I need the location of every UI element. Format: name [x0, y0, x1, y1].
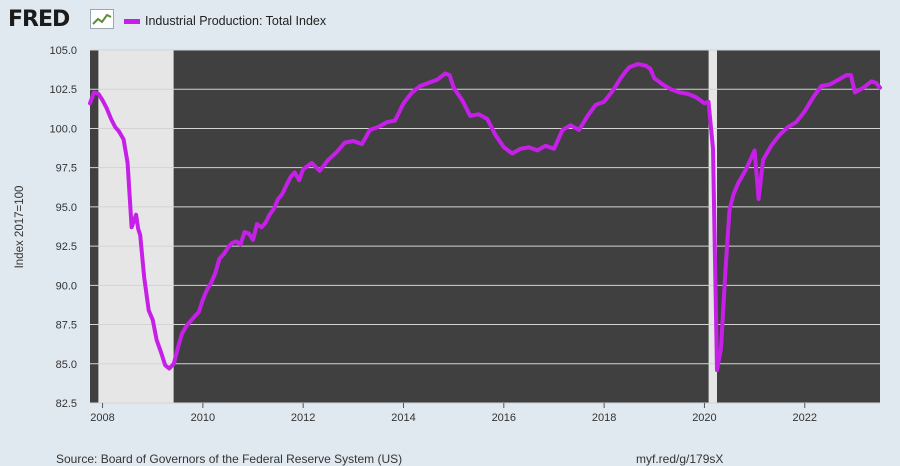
x-tick-label: 2022 [793, 412, 817, 424]
y-tick-label: 97.5 [56, 163, 77, 175]
x-tick-label: 2020 [692, 412, 716, 424]
y-tick-label: 105.0 [49, 45, 77, 57]
y-tick-label: 95.0 [56, 202, 77, 214]
y-tick-label: 90.0 [56, 280, 77, 292]
legend-label: Industrial Production: Total Index [145, 14, 327, 28]
chart-legend: Industrial Production: Total Index [124, 12, 326, 30]
fred-chart-icon [90, 9, 114, 29]
y-tick-label: 87.5 [56, 320, 77, 332]
y-tick-label: 85.0 [56, 359, 77, 371]
series-line [88, 62, 882, 373]
y-tick-label: 100.0 [49, 123, 77, 135]
plot-area [90, 50, 880, 403]
short-url-link[interactable]: myf.red/g/179sX [636, 452, 724, 466]
legend-swatch [124, 18, 140, 24]
y-tick-label: 92.5 [56, 241, 77, 253]
x-tick-label: 2018 [592, 412, 616, 424]
x-tick-label: 2014 [391, 412, 415, 424]
source-note: Source: Board of Governors of the Federa… [56, 452, 403, 466]
chart-header: FRED Industrial Production: Total Index [0, 0, 900, 40]
fred-logo[interactable]: FRED [8, 7, 70, 32]
y-tick-label: 102.5 [49, 84, 77, 96]
y-axis-label: Index 2017=100 [14, 186, 26, 269]
x-tick-label: 2010 [191, 412, 215, 424]
x-tick-label: 2008 [90, 412, 114, 424]
x-tick-label: 2012 [291, 412, 315, 424]
y-tick-label: 82.5 [56, 398, 77, 410]
x-tick-label: 2016 [492, 412, 516, 424]
